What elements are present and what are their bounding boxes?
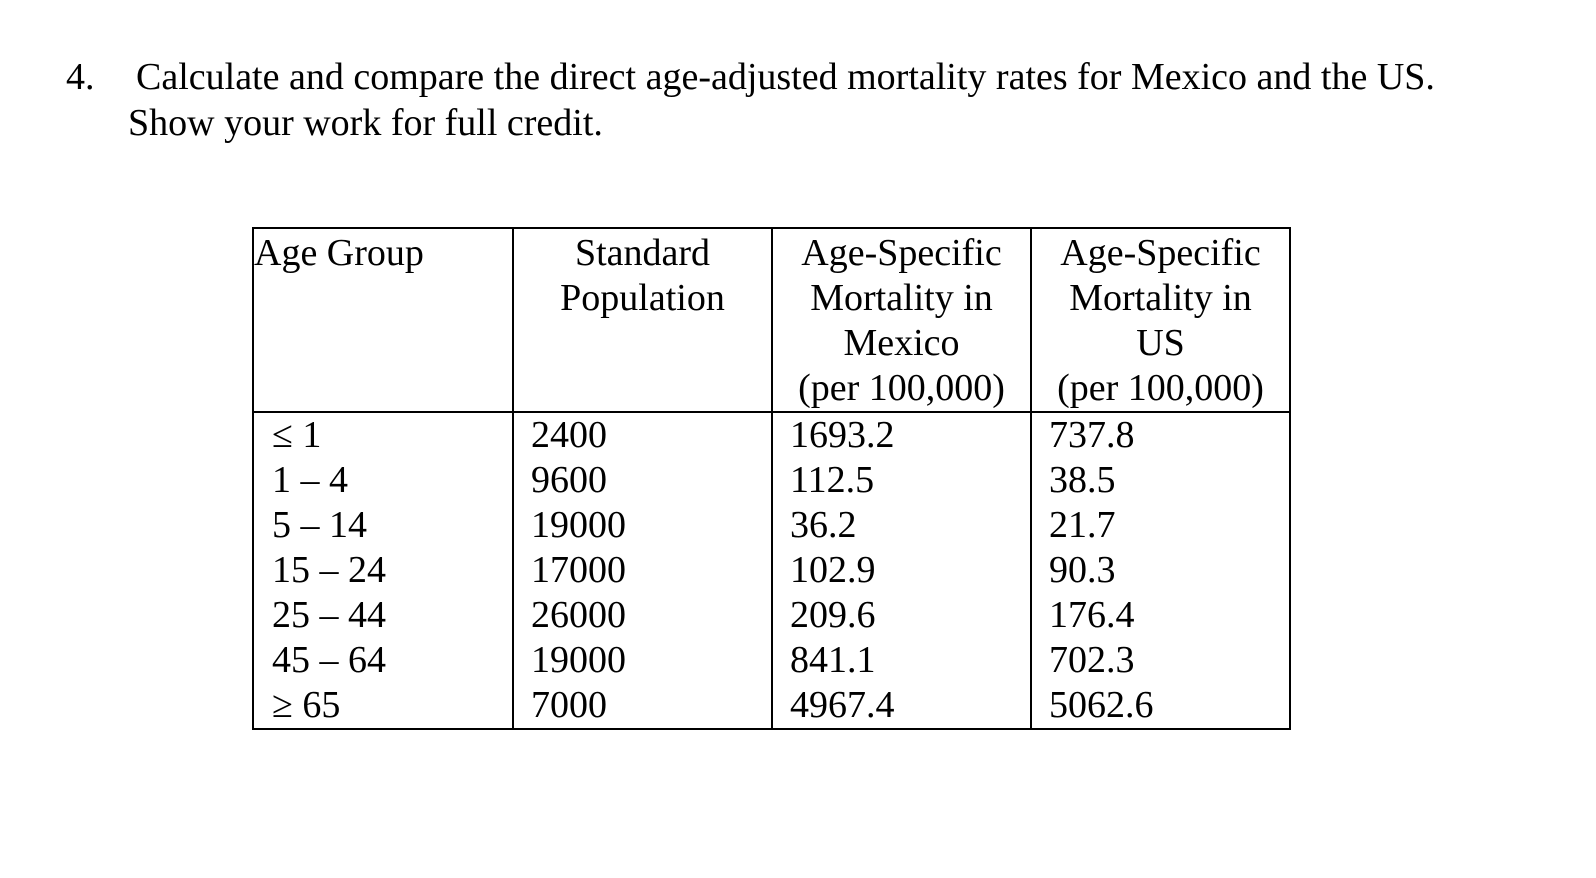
- cell-standard-population: 7000: [512, 683, 773, 730]
- cell-age-group: 5 – 14: [252, 503, 514, 548]
- cell-mexico-rate: 1693.2: [771, 412, 1032, 458]
- header-mexico-mortality: Age-Specific Mortality in Mexico (per 10…: [771, 227, 1032, 413]
- question-text: 4. Calculate and compare the direct age-…: [66, 54, 1546, 146]
- cell-mexico-rate: 102.9: [771, 548, 1032, 593]
- cell-us-rate: 176.4: [1030, 593, 1291, 638]
- cell-us-rate: 702.3: [1030, 638, 1291, 683]
- cell-mexico-rate: 112.5: [771, 458, 1032, 503]
- cell-us-rate: 21.7: [1030, 503, 1291, 548]
- table-header-row: Age Group Standard Population Age-Specif…: [252, 227, 1291, 413]
- table-row: 15 – 24 17000 102.9 90.3: [252, 548, 1291, 593]
- table-row: 25 – 44 26000 209.6 176.4: [252, 593, 1291, 638]
- mortality-table: Age Group Standard Population Age-Specif…: [252, 227, 1291, 730]
- cell-standard-population: 26000: [512, 593, 773, 638]
- table-row: 45 – 64 19000 841.1 702.3: [252, 638, 1291, 683]
- cell-age-group: ≥ 65: [252, 683, 514, 730]
- cell-age-group: 15 – 24: [252, 548, 514, 593]
- table-row: 1 – 4 9600 112.5 38.5: [252, 458, 1291, 503]
- header-standard-population: Standard Population: [512, 227, 773, 413]
- cell-mexico-rate: 4967.4: [771, 683, 1032, 730]
- cell-mexico-rate: 36.2: [771, 503, 1032, 548]
- cell-mexico-rate: 841.1: [771, 638, 1032, 683]
- table-row: 5 – 14 19000 36.2 21.7: [252, 503, 1291, 548]
- cell-us-rate: 5062.6: [1030, 683, 1291, 730]
- cell-age-group: 1 – 4: [252, 458, 514, 503]
- question-line-1: 4. Calculate and compare the direct age-…: [66, 54, 1546, 100]
- header-us-mortality: Age-Specific Mortality in US (per 100,00…: [1030, 227, 1291, 413]
- table-row: ≥ 65 7000 4967.4 5062.6: [252, 683, 1291, 730]
- cell-standard-population: 9600: [512, 458, 773, 503]
- cell-age-group: ≤ 1: [252, 412, 514, 458]
- cell-mexico-rate: 209.6: [771, 593, 1032, 638]
- cell-age-group: 25 – 44: [252, 593, 514, 638]
- cell-us-rate: 737.8: [1030, 412, 1291, 458]
- cell-us-rate: 38.5: [1030, 458, 1291, 503]
- question-prompt: Calculate and compare the direct age-adj…: [136, 56, 1435, 98]
- cell-standard-population: 2400: [512, 412, 773, 458]
- cell-standard-population: 17000: [512, 548, 773, 593]
- cell-us-rate: 90.3: [1030, 548, 1291, 593]
- question-line-2: Show your work for full credit.: [128, 102, 603, 144]
- question-number: 4.: [66, 56, 95, 98]
- cell-standard-population: 19000: [512, 503, 773, 548]
- header-age-group: Age Group: [252, 227, 514, 413]
- cell-age-group: 45 – 64: [252, 638, 514, 683]
- table-row: ≤ 1 2400 1693.2 737.8: [252, 412, 1291, 458]
- cell-standard-population: 19000: [512, 638, 773, 683]
